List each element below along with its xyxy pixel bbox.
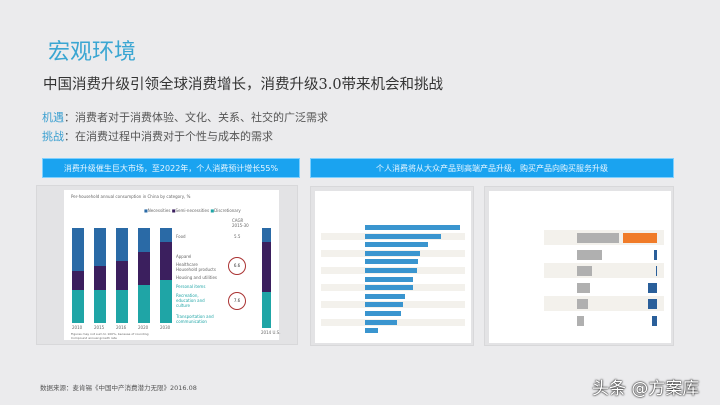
bar-segment	[116, 261, 128, 290]
challenge-key: 挑战	[42, 130, 64, 143]
left-figure-panel: Per-household annual consumption in Chin…	[36, 185, 298, 345]
year-label: 2015	[94, 325, 105, 330]
bar	[577, 249, 602, 260]
bar-segment	[138, 251, 150, 285]
category-label: Healthcare	[176, 262, 198, 267]
bar	[656, 266, 657, 276]
separator: ：	[64, 111, 75, 124]
bar-segment	[138, 228, 150, 252]
bar	[365, 268, 418, 273]
bar-segment	[94, 228, 106, 266]
bar	[654, 249, 657, 260]
bar-segment	[262, 242, 271, 292]
bar	[365, 285, 413, 291]
left-banner: 消费升级催生巨大市场，至2022年，个人消费预计增长55%	[42, 158, 300, 178]
bar-segment	[160, 228, 172, 243]
source-note: 数据来源：麦肯锡《中国中产消费潜力无限》2016.08	[40, 384, 197, 392]
year-label: 2020	[138, 325, 149, 330]
year-label: 2010	[72, 325, 83, 330]
bar-segment	[72, 228, 84, 271]
separator: ：	[64, 130, 75, 143]
opportunity-text: 消费者对于消费体验、文化、关系、社交的广泛需求	[75, 111, 328, 124]
legend-item: Necessities	[147, 208, 171, 213]
bar	[365, 293, 405, 299]
right-banner: 个人消费将从大众产品到高端产品升级，购买产品向购买服务升级	[310, 158, 674, 178]
cagr-label: CAGR 2015-30	[232, 218, 249, 228]
bar-segment	[72, 289, 84, 323]
bar	[577, 299, 588, 309]
service-upgrade-figure	[484, 186, 674, 346]
page-subtitle: 中国消费升级引领全球消费增长，消费升级3.0带来机会和挑战	[43, 77, 444, 93]
bar-segment	[72, 270, 84, 290]
opportunity-line: 机遇：消费者对于消费体验、文化、关系、社交的广泛需求	[42, 109, 328, 125]
category-label: Transportation and communication	[176, 314, 214, 324]
product-upgrade-figure	[310, 186, 474, 346]
bar	[365, 319, 398, 325]
bar	[365, 276, 413, 282]
bar	[623, 233, 657, 243]
challenge-text: 在消费过程中消费对于个性与成本的需求	[75, 130, 273, 143]
cagr-circle: 7.6	[228, 292, 246, 310]
bar	[577, 315, 584, 326]
row-stripe	[544, 296, 664, 311]
chart-title: Per-household annual consumption in Chin…	[71, 194, 191, 199]
cagr-circle: 6.6	[228, 257, 246, 275]
us-label: 2014 U.S.	[261, 330, 281, 335]
category-label: Personal items	[176, 284, 206, 289]
bar	[365, 233, 441, 239]
comparison-figure	[489, 191, 671, 343]
bar	[648, 282, 657, 293]
cagr-value: 5.5	[234, 234, 241, 239]
page-title: 宏观环境	[48, 40, 137, 65]
legend: ■Necessities ■Semi-necessities ■Discreti…	[144, 208, 241, 213]
category-label: Food	[176, 234, 186, 239]
category-label: Household products	[176, 267, 216, 272]
bar	[365, 311, 402, 316]
bar	[365, 225, 460, 230]
bar	[365, 328, 379, 334]
bar	[365, 250, 421, 256]
year-label: 2016	[116, 325, 127, 330]
bar	[648, 299, 657, 309]
bar-segment	[262, 292, 271, 328]
watermark: 头条 @方案库	[592, 379, 700, 399]
row-stripe	[544, 263, 664, 278]
category-label: Housing and utilities	[176, 275, 217, 280]
bar-segment	[160, 280, 172, 323]
bar	[652, 315, 657, 326]
bar-segment	[138, 285, 150, 323]
bar	[577, 282, 590, 293]
bar-segment	[262, 228, 271, 242]
legend-item: Semi-necessities	[175, 208, 210, 213]
opportunity-key: 机遇	[42, 111, 64, 124]
bar-segment	[94, 266, 106, 290]
category-label: Apparel	[176, 254, 192, 259]
horizontal-bar-figure	[315, 191, 471, 343]
bar	[365, 302, 403, 308]
note: Compound annual growth rate	[71, 336, 117, 340]
bar	[577, 233, 619, 243]
bar	[365, 242, 428, 248]
bar-segment	[160, 242, 172, 281]
challenge-line: 挑战：在消费过程中消费对于个性与成本的需求	[42, 128, 273, 144]
legend-item: Discretionary	[214, 208, 241, 213]
bar-segment	[94, 289, 106, 323]
year-label: 2030	[160, 325, 171, 330]
bar-segment	[116, 289, 128, 323]
note: Figures may not sum to 100%, because of …	[71, 332, 149, 336]
bar	[365, 259, 419, 265]
bar-segment	[116, 228, 128, 262]
category-label: Recreation, education and culture	[176, 293, 205, 308]
consumption-chart: Per-household annual consumption in Chin…	[64, 190, 281, 340]
bar	[577, 266, 592, 276]
